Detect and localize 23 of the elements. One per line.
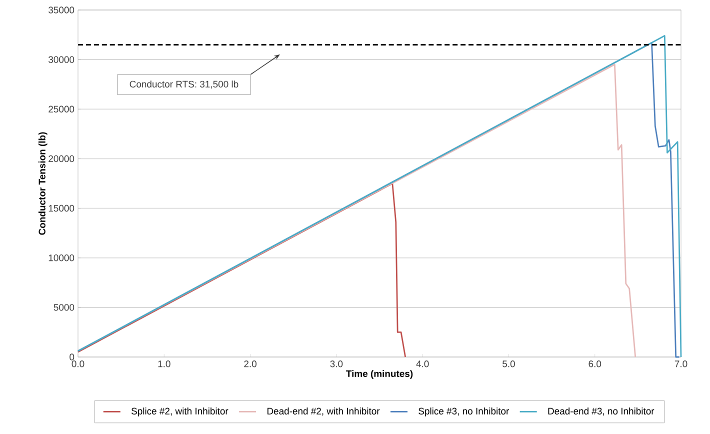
y-tick-label: 20000 [48,155,74,162]
x-tick-label: 5.0 [502,360,515,368]
x-tick-label: 6.0 [588,360,602,368]
legend-label: Dead-end #2, with Inhibitor [267,408,380,416]
legend-label: Splice #3, no Inhibitor [418,408,509,416]
legend-label: Splice #2, with Inhibitor [131,408,228,416]
x-tick-label: 7.0 [674,360,688,368]
x-tick-label: 2.0 [244,360,256,368]
y-tick-label: 10000 [48,254,74,262]
annotation: Conductor RTS: 31,500 lb [130,80,238,89]
x-tick-label: 3.0 [330,360,343,368]
y-tick-label: 30000 [48,56,74,63]
x-axis-title: Time (minutes) [346,370,413,379]
y-tick-label: 25000 [48,106,74,112]
legend-label: Dead-end #3, no Inhibitor [548,408,654,416]
y-tick-label: 15000 [48,204,74,212]
y-axis-title: Conductor Tension (lb) [38,132,48,235]
y-tick-label: 5000 [54,304,74,311]
x-tick-label: 1.0 [158,360,170,368]
x-tick-label: 0.0 [72,360,84,368]
y-tick-label: 35000 [48,6,74,14]
x-tick-label: 4.0 [416,360,429,368]
y-tick-label: 0 [70,354,74,360]
